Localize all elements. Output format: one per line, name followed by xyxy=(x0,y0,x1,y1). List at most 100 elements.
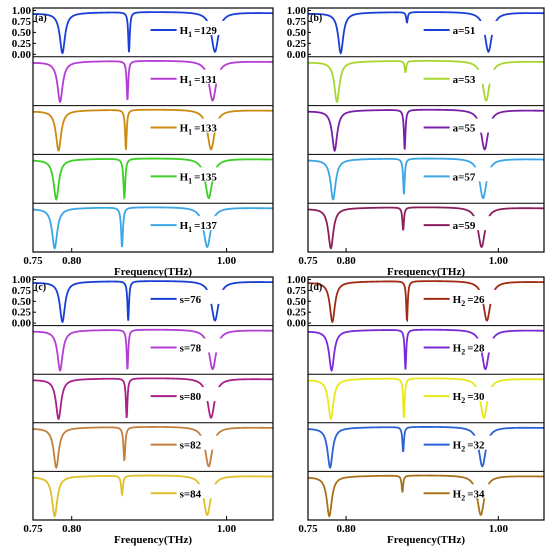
series-line-4-2 xyxy=(307,328,545,373)
series-line-2-1 xyxy=(308,11,544,55)
y-tick-label: 0.25 xyxy=(287,307,307,319)
series-line-2-4 xyxy=(307,157,545,201)
legend-label: a=51 xyxy=(453,25,476,37)
x-tick-label: 0.75 xyxy=(23,523,43,535)
y-tick-label: 1.00 xyxy=(287,274,307,286)
legend-bg xyxy=(421,20,510,35)
legend-bg xyxy=(148,387,237,402)
legend-label: H2 =34 xyxy=(453,488,485,502)
x-tick-label: 0.80 xyxy=(62,255,82,267)
legend-label: s=80 xyxy=(180,391,202,403)
legend-bg xyxy=(421,289,510,304)
legend-bg xyxy=(148,69,237,84)
legend-bg xyxy=(421,167,510,182)
plot-frame xyxy=(307,7,545,253)
chart-panel-3: s=76s=78s=80s=82s=841.000.750.500.250.00… xyxy=(12,274,274,546)
y-tick-label: 0.50 xyxy=(12,296,32,308)
y-tick-label: 0.75 xyxy=(287,285,307,297)
legend-bg xyxy=(421,69,510,84)
legend-label: s=84 xyxy=(180,488,202,500)
panel-label: (b) xyxy=(310,13,322,24)
legend-label: H2 =26 xyxy=(453,294,485,308)
x-tick-label: 0.80 xyxy=(62,523,82,535)
x-axis-title: Frequency(THz) xyxy=(387,534,465,546)
y-tick-label: 0.25 xyxy=(287,38,307,50)
series-line-3-3 xyxy=(32,377,273,420)
series-line-4-5 xyxy=(307,474,545,518)
x-tick-label: 0.80 xyxy=(336,255,356,267)
x-axis-title: Frequency(THz) xyxy=(114,534,192,546)
y-tick-label: 0.50 xyxy=(287,296,307,308)
series-line-1-3 xyxy=(32,108,274,152)
legend-bg xyxy=(421,387,510,402)
series-line-4-4 xyxy=(307,426,545,469)
legend-bg xyxy=(148,216,237,231)
legend-label: H1 =133 xyxy=(180,123,218,137)
y-tick-label: 0.75 xyxy=(287,16,307,28)
series-line-3-4 xyxy=(32,426,273,469)
series-line-1-2 xyxy=(32,60,273,104)
y-tick-label: 0.00 xyxy=(12,49,32,61)
y-tick-label: 0.00 xyxy=(12,318,32,330)
series-line-2-3 xyxy=(307,108,544,153)
x-tick-label: 0.80 xyxy=(336,523,356,535)
x-axis-title: Frequency(THz) xyxy=(114,266,192,278)
legend-label: H2 =30 xyxy=(453,391,485,405)
y-tick-label: 1.00 xyxy=(12,274,32,286)
legend-bg xyxy=(421,338,510,353)
series-line-2-5 xyxy=(307,206,545,250)
legend-bg xyxy=(148,484,237,499)
legend-bg xyxy=(148,435,237,450)
legend-label: H2 =32 xyxy=(453,440,485,454)
plot-frame xyxy=(32,7,274,253)
series-line-4-3 xyxy=(307,377,545,421)
y-tick-label: 1.00 xyxy=(12,5,32,17)
legend-bg xyxy=(148,167,237,182)
legend-label: a=53 xyxy=(453,74,476,86)
y-tick-label: 1.00 xyxy=(287,5,307,17)
y-tick-label: 0.50 xyxy=(287,27,307,39)
legend-label: s=78 xyxy=(180,342,202,354)
legend-label: a=57 xyxy=(453,171,476,183)
legend-bg xyxy=(148,20,237,35)
x-tick-label: 1.00 xyxy=(489,523,509,535)
chart-panel-2: a=51a=53a=55a=57a=591.000.750.500.250.00… xyxy=(287,5,545,278)
series-line-3-1 xyxy=(33,280,274,324)
y-tick-label: 0.75 xyxy=(12,16,32,28)
legend-bg xyxy=(148,289,237,304)
legend-label: H1 =135 xyxy=(180,171,218,185)
series-line-1-5 xyxy=(32,206,273,250)
y-tick-label: 0.50 xyxy=(12,27,32,39)
x-axis-title: Frequency(THz) xyxy=(387,266,465,278)
x-tick-label: 1.00 xyxy=(489,255,509,267)
x-tick-label: 0.75 xyxy=(23,255,43,267)
legend-label: s=82 xyxy=(180,440,202,452)
series-line-1-4 xyxy=(32,157,273,201)
series-line-3-2 xyxy=(32,328,273,373)
legend-label: H1 =137 xyxy=(180,220,218,234)
legend-bg xyxy=(148,338,237,353)
legend-bg xyxy=(421,216,510,231)
legend-label: a=55 xyxy=(453,123,476,135)
legend-bg xyxy=(421,484,510,499)
x-tick-label: 0.75 xyxy=(298,523,318,535)
legend-bg xyxy=(421,118,510,133)
series-line-1-1 xyxy=(32,11,273,55)
series-line-3-5 xyxy=(32,474,273,518)
panel-label: (c) xyxy=(35,282,46,293)
panel-label: (d) xyxy=(310,282,322,293)
plot-frame xyxy=(32,276,274,521)
plot-frame xyxy=(307,276,545,521)
legend-bg xyxy=(421,435,510,450)
panel-label: (a) xyxy=(35,13,47,24)
x-tick-label: 0.75 xyxy=(298,255,318,267)
y-tick-label: 0.00 xyxy=(287,318,307,330)
x-tick-label: 1.00 xyxy=(217,255,237,267)
legend-label: H1 =131 xyxy=(180,74,217,88)
legend-label: H1 =129 xyxy=(180,25,218,39)
y-tick-label: 0.75 xyxy=(12,285,32,297)
y-tick-label: 0.25 xyxy=(12,38,32,50)
